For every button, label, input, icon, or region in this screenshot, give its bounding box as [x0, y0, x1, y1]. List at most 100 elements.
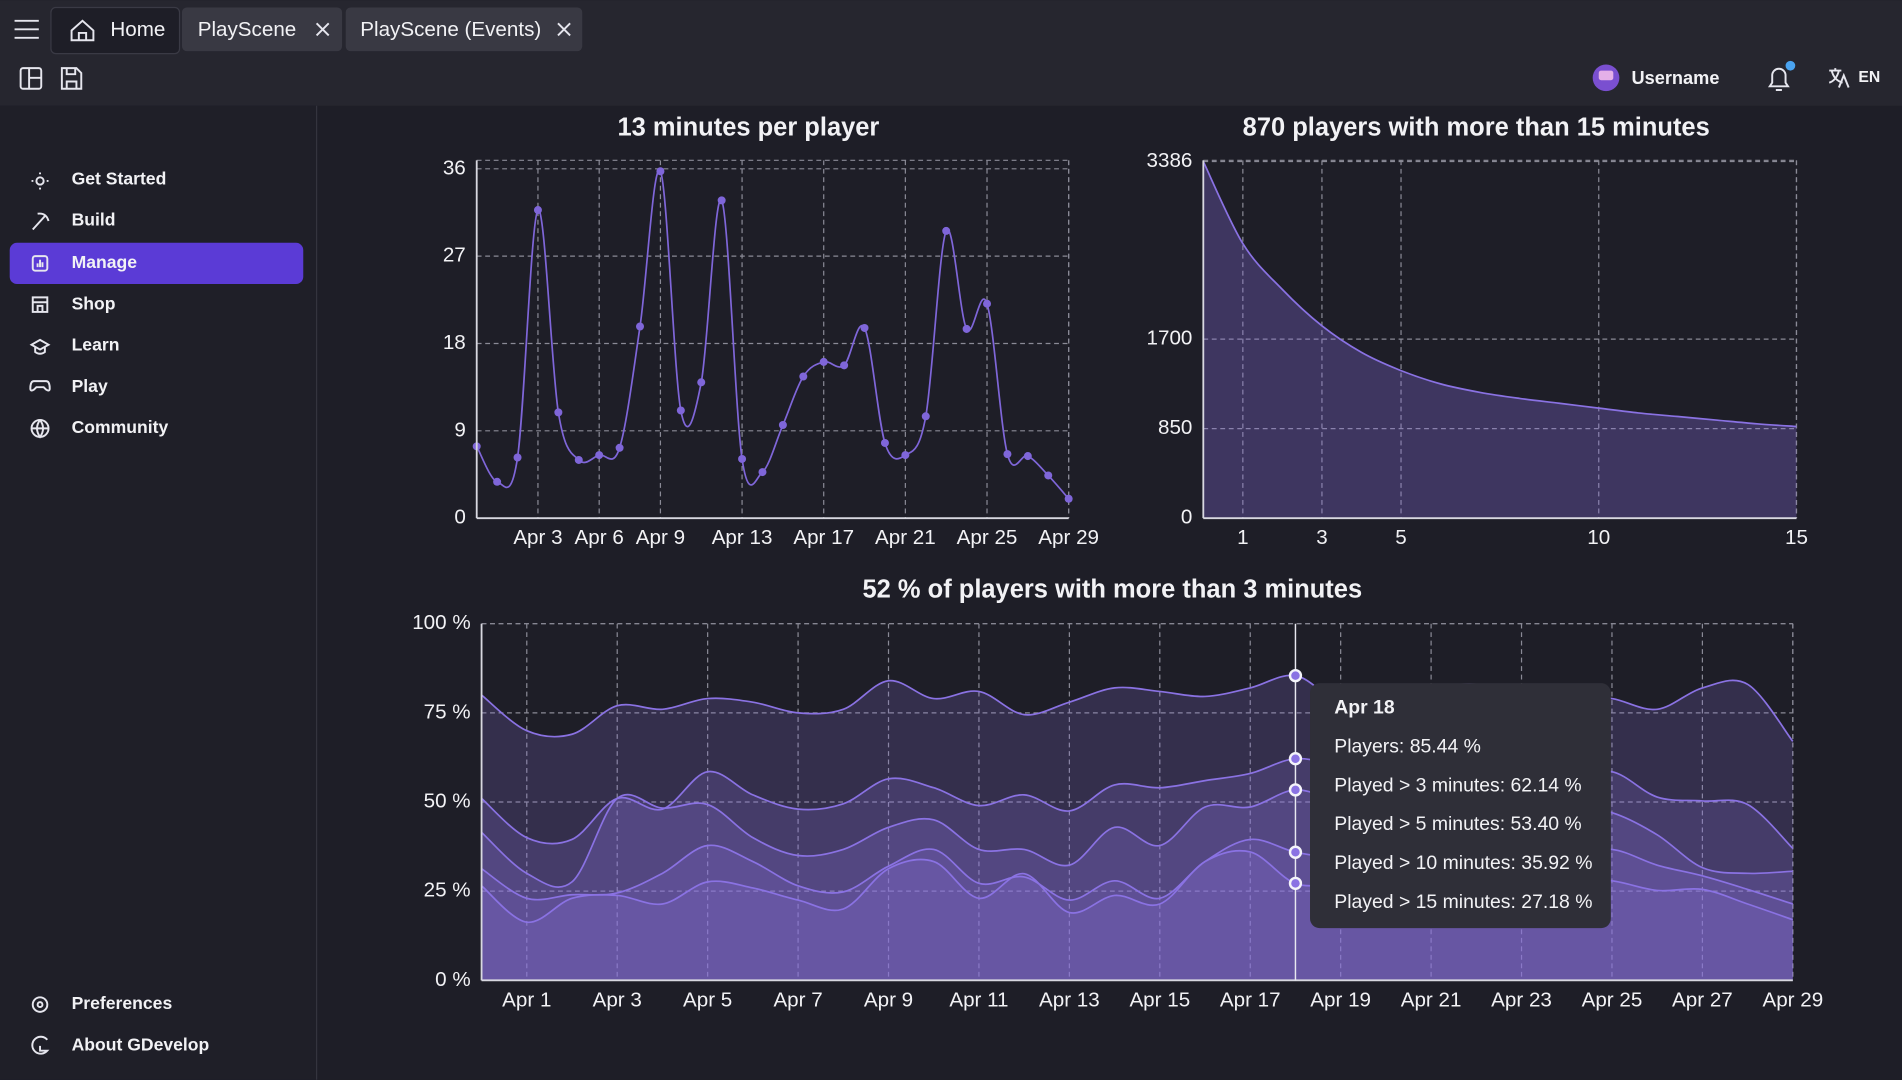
x-tick-label: Apr 3	[513, 526, 562, 549]
area	[481, 850, 1793, 981]
nav-label: Play	[72, 376, 108, 396]
nav-item[interactable]: Preferences	[31, 993, 173, 1013]
point	[1044, 471, 1053, 480]
point	[615, 443, 624, 452]
area	[1203, 161, 1797, 519]
x-tick-label: Apr 9	[864, 988, 913, 1011]
tooltip-line: Players: 85.44 %	[1334, 736, 1481, 758]
point	[799, 372, 808, 381]
nav-item[interactable]: Play	[29, 376, 108, 396]
x-tick-label: Apr 21	[875, 526, 936, 549]
x-tick-label: Apr 29	[1762, 988, 1823, 1011]
nav-item[interactable]: Learn	[29, 335, 120, 355]
nav-label: Preferences	[72, 993, 173, 1013]
chart-title: 13 minutes per player	[617, 114, 879, 142]
x-tick-label: Apr 3	[593, 988, 642, 1011]
x-tick-label: Apr 13	[712, 526, 773, 549]
tab[interactable]: PlayScene (Events)	[345, 7, 583, 52]
chart-title: 52 % of players with more than 3 minutes	[863, 576, 1363, 604]
point	[676, 406, 685, 415]
point	[1064, 494, 1073, 503]
point	[778, 421, 787, 430]
point	[758, 468, 767, 477]
tooltip-line: Played > 3 minutes: 62.14 %	[1334, 774, 1581, 796]
hover-point	[1288, 845, 1303, 859]
close-tab[interactable]	[557, 22, 571, 37]
x-tick-label: Apr 25	[957, 526, 1018, 549]
point	[656, 167, 665, 176]
tab[interactable]: PlayScene	[181, 7, 343, 52]
y-tick-label: 9	[454, 418, 465, 441]
tab[interactable]: Home	[50, 6, 181, 55]
point	[840, 361, 849, 370]
point	[983, 299, 992, 308]
tooltip-title: Apr 18	[1334, 697, 1395, 719]
hover-point	[1288, 752, 1303, 766]
nav-item[interactable]: Shop	[31, 293, 116, 313]
x-tick-label: 5	[1395, 526, 1406, 549]
x-tick-label: Apr 13	[1039, 988, 1100, 1011]
point	[717, 196, 726, 205]
point	[554, 408, 563, 417]
hover-point	[1288, 668, 1303, 683]
y-tick-label: 1700	[1147, 327, 1193, 350]
charts: 13 minutes per player 0 9 18 27 36 Apr 3 Apr 6 A…	[412, 114, 1823, 1012]
active-item	[9, 242, 304, 285]
menu-button[interactable]	[14, 19, 39, 39]
point	[962, 324, 971, 333]
point	[1003, 450, 1012, 459]
point	[921, 412, 930, 421]
hover-point	[1288, 783, 1303, 797]
y-tick-label: 3386	[1147, 149, 1193, 172]
point	[942, 226, 951, 235]
nav-item[interactable]: Community	[30, 417, 169, 439]
chart-title: 870 players with more than 15 minutes	[1243, 114, 1710, 142]
x-tick-label: Apr 6	[575, 526, 624, 549]
close-tab[interactable]	[315, 22, 330, 37]
point	[880, 438, 889, 447]
nav-item[interactable]: Build	[32, 210, 116, 231]
x-tick-label: Apr 29	[1038, 526, 1099, 549]
point	[493, 477, 502, 486]
x-tick-label: Apr 7	[773, 988, 822, 1011]
nav-item[interactable]: Manage	[31, 252, 138, 272]
nav-label: Manage	[72, 252, 138, 272]
notifications[interactable]	[1767, 60, 1796, 91]
user-menu[interactable]: Username	[1592, 64, 1720, 92]
y-tick-label: 50 %	[424, 789, 471, 812]
nav-label: Community	[72, 417, 169, 437]
point	[636, 322, 645, 331]
y-tick-label: 27	[443, 244, 466, 267]
tooltip-line: Played > 10 minutes: 35.92 %	[1334, 852, 1592, 874]
language-label: EN	[1858, 69, 1880, 86]
y-tick-label: 36	[443, 156, 466, 179]
x-tick-label: 10	[1587, 526, 1610, 549]
nav-label: Get Started	[72, 168, 167, 188]
y-tick-label: 0	[454, 506, 465, 529]
x-tick-label: Apr 17	[793, 526, 854, 549]
username: Username	[1631, 68, 1719, 88]
nav-label: About GDevelop	[72, 1034, 210, 1054]
point	[738, 454, 747, 463]
tab-label: Home	[110, 18, 165, 41]
x-tick-label: Apr 9	[636, 526, 685, 549]
x-tick-label: Apr 21	[1401, 988, 1462, 1011]
language[interactable]: EN	[1828, 68, 1880, 88]
hover-point	[1288, 876, 1303, 891]
nav-item[interactable]: Get Started	[31, 168, 167, 190]
nav-item[interactable]: About GDevelop	[31, 1034, 210, 1055]
y-tick-label: 25 %	[424, 879, 471, 902]
point	[513, 453, 522, 462]
tab-label: PlayScene	[198, 18, 297, 41]
tooltip-line: Played > 15 minutes: 27.18 %	[1334, 891, 1592, 913]
save-button[interactable]	[60, 67, 83, 90]
layout-button[interactable]	[19, 67, 43, 90]
point	[1023, 452, 1032, 461]
nav-label: Shop	[72, 293, 116, 313]
point	[595, 451, 604, 460]
x-tick-label: Apr 17	[1220, 988, 1281, 1011]
y-tick-label: 18	[443, 331, 466, 354]
y-tick-label: 75 %	[424, 700, 471, 723]
point	[697, 378, 706, 387]
